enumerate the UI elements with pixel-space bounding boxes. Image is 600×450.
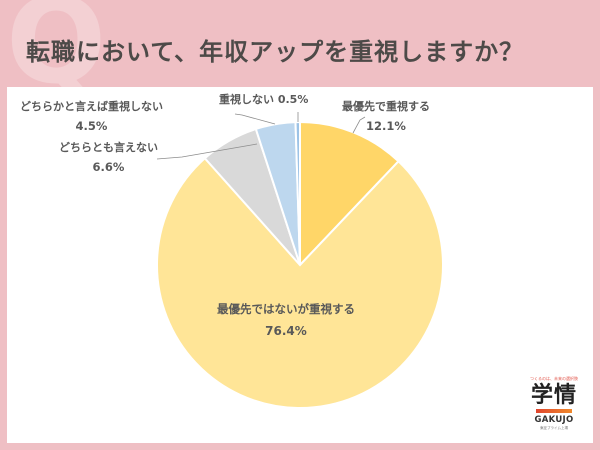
page-title: 転職において、年収アップを重視しますか？ [26,38,525,66]
slice-not [294,120,301,266]
label-rather-not-name: どちらかと言えば重視しない [20,100,163,113]
label-top-priority: 最優先で重視する 12.1% [342,101,430,133]
q-watermark: Q [6,0,107,110]
label-top-priority-name: 最優先で重視する [342,100,430,113]
logo-kanji: 学情 [530,383,577,408]
label-neutral: どちらとも言えない 6.6% [59,142,158,174]
pie-chart [156,112,444,409]
slice-important [156,156,444,409]
label-not-text: 重視しない 0.5% [219,93,309,106]
label-important-pct: 76.4% [265,323,307,338]
leader-neutral [156,143,258,160]
label-important: 最優先ではないが重視する 76.4% [217,302,355,338]
logo-sub: 東証プライム上場 [540,426,568,431]
label-top-priority-pct: 12.1% [366,119,406,133]
chart-panel: 最優先で重視する 12.1% 最優先ではないが重視する 76.4% どちらとも言… [7,87,593,443]
label-not: 重視しない 0.5% [219,94,308,105]
label-neutral-pct: 6.6% [92,160,125,174]
gakujo-logo: つくるのは、未来の選択肢 学情 GAKUJO 東証プライム上場 [519,376,589,431]
logo-bar [536,409,572,414]
label-rather-not: どちらかと言えば重視しない 4.5% [20,101,163,133]
leader-rather-not [234,113,276,125]
logo-tagline: つくるのは、未来の選択肢 [530,376,578,381]
label-important-name: 最優先ではないが重視する [217,302,355,316]
label-rather-not-pct: 4.5% [75,119,108,133]
logo-roman: GAKUJO [534,415,574,426]
leader-top-priority [352,116,366,134]
label-neutral-name: どちらとも言えない [59,141,158,154]
